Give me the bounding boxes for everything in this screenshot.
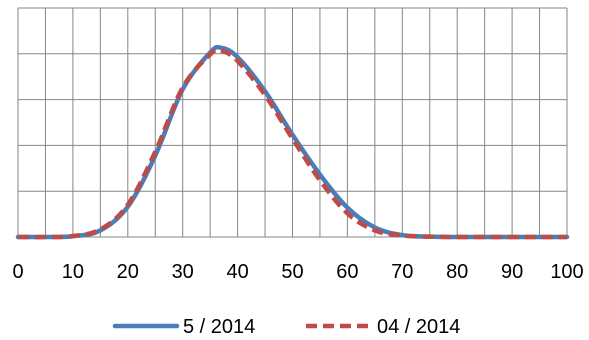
- x-tick-label: 50: [281, 261, 303, 283]
- x-tick-label: 90: [501, 261, 523, 283]
- series-line-04-2014: [17, 47, 567, 240]
- x-tick-label: 80: [446, 261, 468, 283]
- x-tick-label: 30: [172, 261, 194, 283]
- legend-label-5-2014: 5 / 2014: [183, 316, 255, 338]
- x-tick-label: 70: [391, 261, 413, 283]
- legend-label-04-2014: 04 / 2014: [377, 316, 460, 338]
- x-axis-tick-labels: 0 10 20 30 40 50 60 70 80 90 100: [12, 261, 583, 283]
- x-tick-label: 40: [226, 261, 248, 283]
- x-tick-label: 10: [62, 261, 84, 283]
- x-tick-label: 0: [12, 261, 23, 283]
- x-tick-label: 60: [336, 261, 358, 283]
- x-tick-label: 20: [117, 261, 139, 283]
- x-tick-label: 100: [550, 261, 583, 283]
- gridlines: [17, 7, 568, 238]
- series-lines: [15, 44, 570, 240]
- series-line-5-2014: [15, 44, 570, 240]
- legend: 5 / 2014 04 / 2014: [112, 316, 460, 338]
